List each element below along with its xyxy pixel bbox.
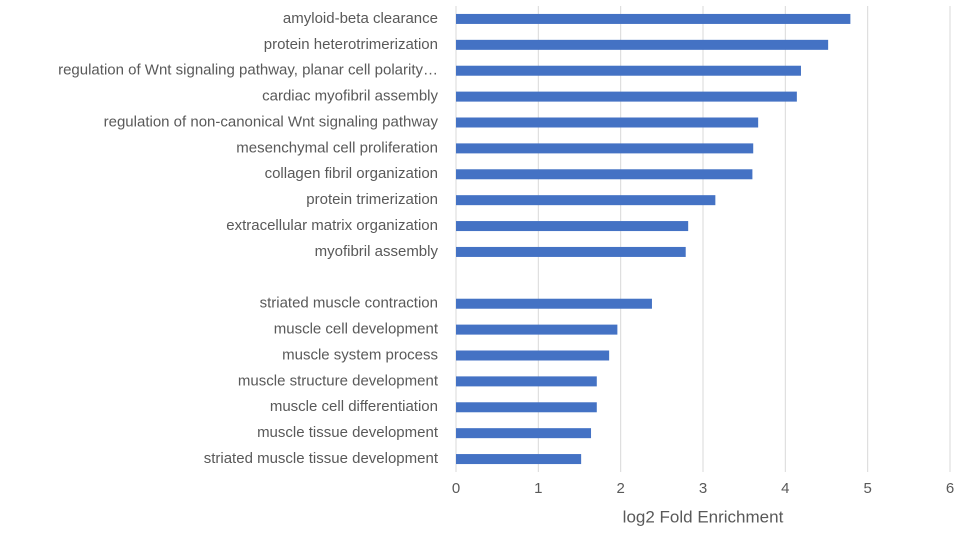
x-tick-label: 6 [946,480,954,497]
bar [456,402,597,413]
y-tick-label: protein trimerization [306,191,438,208]
bar [456,350,610,361]
bar [456,324,618,335]
bar [456,65,801,76]
x-tick-label: 1 [534,480,542,497]
bar [456,298,652,309]
bar [456,169,753,180]
y-tick-label: collagen fibril organization [265,165,438,182]
bar [456,143,754,154]
bar [456,454,582,465]
x-tick-label: 0 [452,480,460,497]
y-tick-label: striated muscle contraction [260,295,438,312]
y-tick-label: mesenchymal cell proliferation [236,139,438,156]
bar [456,246,686,257]
x-tick-label: 2 [616,480,624,497]
x-tick-label: 3 [699,480,707,497]
bar [456,376,597,387]
y-tick-label: muscle tissue development [257,424,439,441]
y-tick-label: regulation of non-canonical Wnt signalin… [104,113,439,130]
bar [456,91,797,102]
y-tick-label: muscle system process [282,346,438,363]
bar [456,221,689,232]
y-tick-label: amyloid-beta clearance [283,10,438,27]
y-tick-label: protein heterotrimerization [264,36,438,53]
y-tick-label: striated muscle tissue development [204,450,439,467]
bar [456,39,829,50]
x-tick-label: 5 [863,480,871,497]
bar [456,195,716,206]
bar [456,117,759,128]
bar [456,13,851,24]
y-tick-label: muscle cell differentiation [270,398,438,415]
y-tick-label: myofibril assembly [315,243,439,260]
x-tick-label: 4 [781,480,789,497]
y-tick-label: regulation of Wnt signaling pathway, pla… [58,62,438,79]
x-axis-title: log2 Fold Enrichment [623,507,784,526]
y-tick-label: extracellular matrix organization [226,217,438,234]
bar [456,428,592,439]
y-tick-label: cardiac myofibril assembly [262,88,438,105]
y-tick-label: muscle cell development [274,321,439,338]
y-tick-label: muscle structure development [238,372,439,389]
